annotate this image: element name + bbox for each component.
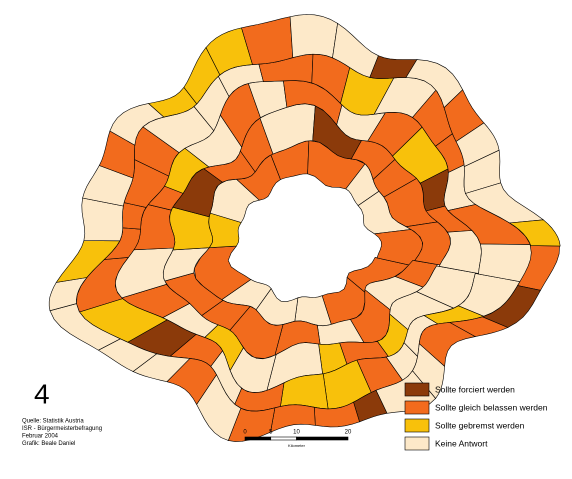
municipality bbox=[508, 219, 561, 247]
source-line: Februar 2004 bbox=[22, 434, 59, 440]
scale-segment bbox=[244, 436, 272, 441]
municipality bbox=[289, 14, 338, 59]
scale-label: 0 bbox=[243, 430, 247, 436]
scale-label: 20 bbox=[345, 430, 352, 436]
legend-swatch bbox=[404, 382, 430, 397]
scale-label: 10 bbox=[293, 430, 300, 436]
municipality bbox=[270, 404, 316, 433]
municipalities bbox=[48, 14, 561, 442]
scale-bar: 0 5 10 20 Kilometer bbox=[243, 430, 352, 448]
legend-label: Sollte gebremst werden bbox=[435, 420, 525, 430]
legend-label: Keine Antwort bbox=[435, 438, 488, 448]
source-line: Quelle: Statistik Austria bbox=[22, 419, 84, 425]
legend-label: Sollte gleich belassen werden bbox=[435, 402, 548, 412]
legend-swatch bbox=[404, 436, 430, 451]
legend: Sollte forciert werden Sollte gleich bela… bbox=[404, 382, 548, 451]
figure-number: 4 bbox=[34, 378, 50, 409]
scale-unit: Kilometer bbox=[288, 443, 306, 448]
legend-label: Sollte forciert werden bbox=[435, 384, 515, 394]
legend-swatch bbox=[404, 418, 430, 433]
source-line: Grafik: Beale Daniel bbox=[22, 441, 75, 447]
legend-swatch bbox=[404, 400, 430, 415]
scale-segment bbox=[296, 436, 349, 441]
scale-label: 5 bbox=[269, 430, 273, 436]
source-line: ISR - Bürgermeisterbefragung bbox=[22, 426, 102, 432]
scale-segment bbox=[270, 436, 297, 441]
